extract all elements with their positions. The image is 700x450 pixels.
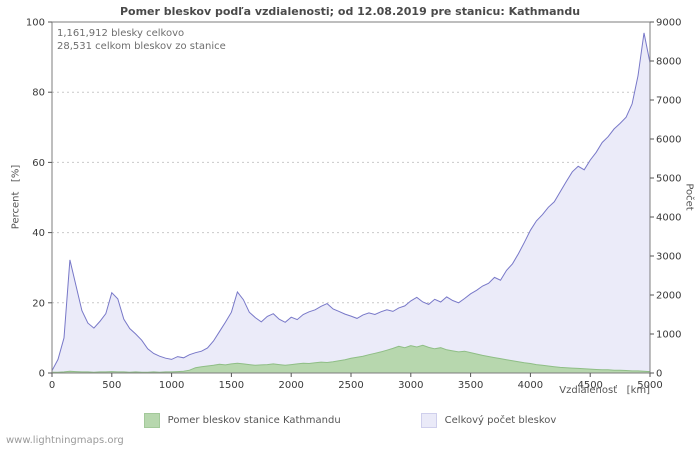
left-y-tick-label: 100 xyxy=(26,18,45,29)
legend: Pomer bleskov stanice Kathmandu Celkový … xyxy=(0,413,700,428)
right-y-tick-label: 7000 xyxy=(656,96,681,107)
total-lightning-annotation: 1,161,912 blesky celkovo xyxy=(57,28,185,39)
legend-label-station-ratio: Pomer bleskov stanice Kathmandu xyxy=(167,415,341,426)
x-tick-label: 2000 xyxy=(278,380,303,391)
left-axis-label: Percent [%] xyxy=(10,164,22,230)
right-y-tick-label: 1000 xyxy=(656,330,681,341)
x-tick-label: 5000 xyxy=(637,380,662,391)
station-lightning-annotation: 28,531 celkom bleskov zo stanice xyxy=(57,41,226,52)
right-y-tick-label: 3000 xyxy=(656,252,681,263)
station-ratio-swatch xyxy=(143,413,160,428)
right-axis-label: Počet xyxy=(683,183,695,211)
series-area-right xyxy=(52,32,650,374)
x-tick-label: 2500 xyxy=(338,380,363,391)
watermark: www.lightningmaps.org xyxy=(6,435,124,446)
right-y-tick-label: 2000 xyxy=(656,291,681,302)
right-y-tick-label: 9000 xyxy=(656,18,681,29)
x-tick-label: 4500 xyxy=(577,380,602,391)
x-tick-label: 1000 xyxy=(159,380,184,391)
x-tick-label: 3500 xyxy=(458,380,483,391)
legend-item-total-count: Celkový počet bleskov xyxy=(420,413,557,428)
left-y-tick-label: 20 xyxy=(32,298,45,309)
left-y-tick-label: 60 xyxy=(32,158,45,169)
right-y-tick-label: 0 xyxy=(656,369,662,380)
legend-label-total-count: Celkový počet bleskov xyxy=(444,415,557,426)
x-tick-label: 1500 xyxy=(219,380,244,391)
legend-item-station-ratio: Pomer bleskov stanice Kathmandu xyxy=(143,413,341,428)
series-area-left xyxy=(52,345,650,373)
right-y-tick-label: 6000 xyxy=(656,135,681,146)
x-tick-label: 4000 xyxy=(518,380,543,391)
right-y-tick-label: 4000 xyxy=(656,213,681,224)
left-y-tick-label: 40 xyxy=(32,228,45,239)
series-line-right xyxy=(51,32,651,371)
right-y-tick-label: 8000 xyxy=(656,57,681,68)
left-y-tick-label: 0 xyxy=(39,369,45,380)
chart-title: Pomer bleskov podľa vzdialenosti; od 12.… xyxy=(119,5,581,18)
left-y-tick-label: 80 xyxy=(32,88,45,99)
right-y-tick-label: 5000 xyxy=(656,174,681,185)
x-axis-label: Vzdialenosť [km] xyxy=(559,385,650,396)
total-count-swatch xyxy=(420,413,437,428)
x-tick-label: 0 xyxy=(49,380,55,391)
x-tick-label: 500 xyxy=(102,380,121,391)
series-line-left xyxy=(52,344,651,373)
x-tick-label: 3000 xyxy=(398,380,423,391)
